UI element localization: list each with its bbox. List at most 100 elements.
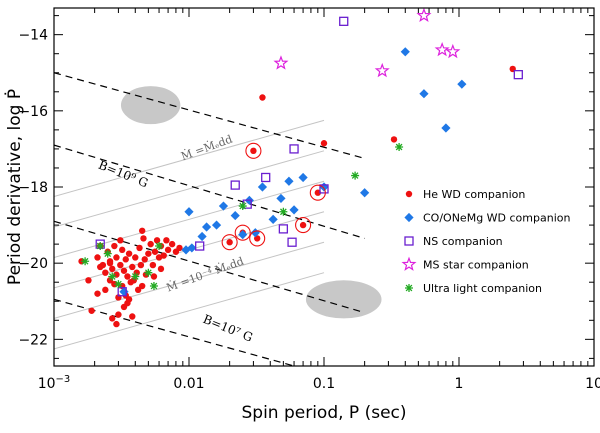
- co-onemg-wd-companion-point: [187, 243, 197, 253]
- co-onemg-wd-companion-point: [419, 89, 429, 99]
- ms-star-companion-point: [445, 43, 461, 59]
- x-tick-label: 1: [455, 376, 464, 392]
- co-onemg-wd-companion-point: [360, 188, 370, 198]
- he-wd-companion-point: [160, 252, 167, 259]
- ultra-light-companion-point: [279, 207, 288, 216]
- legend-item: Ultra light companion: [405, 282, 542, 295]
- he-wd-companion-point: [115, 311, 122, 318]
- he-wd-companion-point: [117, 237, 124, 244]
- co-onemg-wd-companion-point: [201, 222, 212, 232]
- he-wd-companion-point: [390, 136, 398, 143]
- x-tick-label: 10−3: [38, 374, 71, 392]
- he-wd-companion-point: [320, 140, 328, 147]
- ultra-light-companion-point: [144, 268, 153, 277]
- co-onemg-wd-companion-point: [184, 207, 194, 217]
- circled-point-ring: [234, 224, 251, 241]
- co-onemg-wd-companion-point: [289, 205, 299, 215]
- co-onemg-wd-companion-point: [319, 182, 329, 192]
- co-onemg-wd-companion-point: [250, 228, 260, 238]
- x-tick-label: 0.1: [313, 376, 335, 392]
- circled-point-ring: [309, 184, 326, 201]
- ultra-light-companion-point: [238, 202, 247, 211]
- he-wd-companion-point: [137, 261, 145, 269]
- he-wd-companion-point: [120, 267, 128, 274]
- co-onemg-wd-companion-point: [268, 214, 278, 224]
- y-tick-labels: −14 −16 −18 −20 −22: [18, 28, 48, 349]
- y-tick-label: −16: [18, 104, 48, 120]
- y-tick-label: −20: [18, 256, 48, 272]
- legend-item: He WD companion: [405, 188, 525, 201]
- co-onemg-wd-companion-point: [400, 47, 410, 57]
- he-wd-companion-point: [129, 263, 136, 271]
- he-wd-companion-point: [88, 307, 95, 314]
- he-wd-companion-point: [145, 250, 152, 257]
- gray-line-4: [54, 241, 325, 319]
- co-onemg-wd-companion-point: [457, 79, 467, 89]
- ns-companion-point: [339, 16, 349, 26]
- dashed-line-0: [54, 72, 365, 160]
- he-wd-companion-point: [138, 227, 146, 234]
- x-tick-label: 10: [585, 376, 600, 392]
- legend-marker: [404, 236, 414, 246]
- dashed-line-1: [54, 144, 365, 239]
- legend-label: NS companion: [423, 235, 503, 248]
- circled-point-ring: [221, 234, 238, 251]
- circled-point-ring: [245, 142, 262, 159]
- data-points: [78, 8, 523, 328]
- he-wd-companion-point: [147, 240, 154, 248]
- y-tick-label: −22: [18, 332, 48, 348]
- legend-label: He WD companion: [423, 188, 525, 201]
- co-onemg-wd-companion-point: [218, 201, 229, 211]
- he-wd-companion-point: [150, 273, 158, 280]
- legend-marker: [405, 190, 413, 198]
- legend-item: CO/ONeMg WD companion: [404, 212, 570, 225]
- ns-companion-point: [513, 69, 523, 80]
- he-wd-companion-point: [226, 239, 233, 246]
- he-wd-companion-point: [109, 315, 116, 322]
- he-wd-companion-point: [164, 246, 172, 254]
- he-wd-companion-point: [94, 254, 101, 261]
- x-tick-labels: 10−3 0.01 0.1 1 10: [38, 374, 600, 392]
- ms-star-companion-point: [374, 62, 390, 78]
- co-onemg-wd-companion-point: [284, 176, 294, 186]
- ultra-light-companion-point: [108, 272, 117, 281]
- gray-line-1: [54, 150, 325, 228]
- he-wd-companion-point: [125, 250, 133, 257]
- he-wd-companion-point: [176, 244, 183, 252]
- x-tick-label: 0.01: [173, 376, 204, 392]
- ultra-light-companion-point: [351, 171, 360, 180]
- ultra-light-companion-point: [81, 257, 90, 266]
- he-wd-companion-point: [141, 256, 148, 263]
- he-wd-companion-point: [125, 296, 133, 303]
- he-wd-companion-point: [153, 237, 161, 244]
- he-wd-companion-point: [97, 263, 104, 271]
- he-wd-companion-point: [118, 246, 126, 254]
- y-tick-label: −14: [18, 28, 48, 44]
- he-wd-companion-point: [94, 290, 101, 297]
- co-onemg-wd-companion-point: [119, 287, 129, 297]
- he-wd-companion-point: [122, 256, 129, 263]
- legend-item: MS star companion: [401, 256, 529, 272]
- he-wd-companion-point: [140, 235, 147, 242]
- he-wd-companion-point: [299, 221, 307, 229]
- he-wd-companion-point: [109, 265, 116, 273]
- he-wd-companion-point: [117, 261, 124, 269]
- annotation-0: B=10⁹ G: [96, 158, 150, 191]
- legend-marker: [401, 256, 417, 271]
- legend-marker: [405, 284, 413, 292]
- x-axis-title: Spin period, P (sec): [241, 403, 406, 423]
- he-wd-companion-point: [102, 269, 109, 276]
- he-wd-companion-point: [132, 254, 139, 261]
- ultra-light-companion-point: [149, 282, 158, 291]
- he-wd-companion-point: [113, 254, 120, 261]
- ultra-light-companion-point: [96, 242, 105, 251]
- he-wd-companion-point: [157, 265, 165, 273]
- ns-companion-point: [195, 241, 205, 251]
- co-onemg-wd-companion-point: [230, 210, 240, 221]
- co-onemg-wd-companion-point: [276, 193, 286, 204]
- he-wd-companion-point: [136, 244, 143, 252]
- gray-line-2: [54, 180, 325, 258]
- legend-item: NS companion: [404, 235, 503, 248]
- dashed-line-2: [54, 220, 365, 314]
